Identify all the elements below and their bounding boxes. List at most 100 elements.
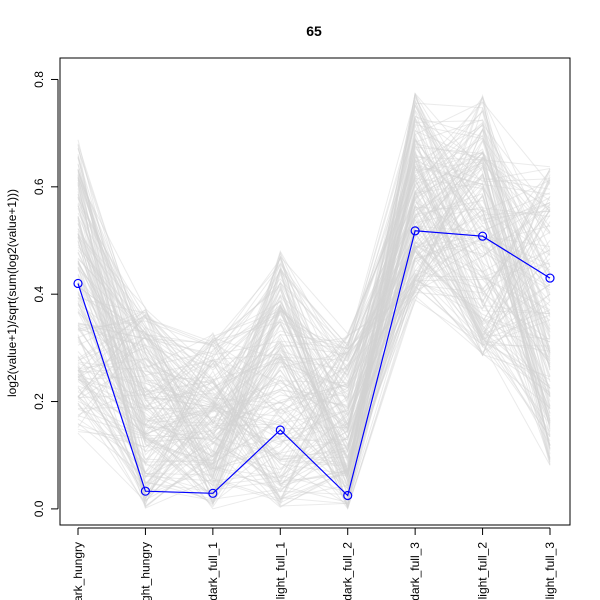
background-profile-line	[77, 139, 551, 453]
background-profile-line	[77, 249, 551, 469]
background-profile-line	[77, 129, 551, 476]
background-profile-line	[77, 172, 551, 473]
background-profile-line	[77, 119, 551, 458]
background-profile-line	[77, 249, 551, 504]
background-profile-line	[77, 92, 551, 500]
background-profile-line	[77, 204, 551, 484]
background-profile-line	[77, 191, 551, 415]
background-profile-line	[77, 202, 551, 496]
background-profile-line	[77, 291, 551, 491]
background-profile-line	[77, 176, 551, 440]
background-profile-line	[77, 197, 551, 508]
background-profile-line	[77, 181, 551, 424]
background-profile-line	[77, 138, 551, 485]
background-profile-line	[77, 109, 551, 504]
background-profile-line	[77, 161, 551, 460]
series-point	[477, 231, 488, 241]
background-profile-line	[77, 164, 551, 400]
x-tick-label: light_full_2	[476, 542, 490, 600]
background-profile-line	[77, 168, 551, 486]
background-profile-line	[77, 102, 551, 497]
series-point	[343, 490, 353, 501]
background-profile-line	[77, 176, 551, 410]
background-profile-line	[77, 123, 551, 504]
background-profile-line	[77, 128, 551, 407]
background-profile-line	[77, 231, 551, 495]
x-tick-label: light_hungry	[138, 542, 152, 600]
background-profile-line	[77, 175, 551, 478]
background-profile-line	[77, 154, 551, 489]
background-profile-line	[77, 163, 551, 464]
background-profile-line	[77, 177, 551, 452]
background-profile-line	[77, 164, 551, 441]
x-tick-label: light_full_1	[273, 542, 287, 600]
series-line	[77, 230, 551, 497]
background-profile-line	[77, 169, 551, 412]
background-profile-line	[77, 166, 551, 503]
background-profile-line	[77, 94, 551, 478]
y-axis-label: log2(value+1)/sqrt(sum(log2(value+1)))	[5, 189, 19, 397]
background-profile-line	[77, 205, 551, 471]
background-profile-line	[77, 240, 551, 482]
y-tick-label: 0.4	[32, 286, 46, 303]
series-point	[275, 425, 285, 435]
background-profile-line	[77, 209, 551, 484]
background-profile-line	[77, 165, 551, 458]
background-profile-line	[77, 195, 551, 487]
background-profile-line	[77, 127, 551, 419]
background-profile-line	[77, 192, 551, 506]
background-profile-line	[77, 156, 551, 501]
background-profile-line	[77, 193, 551, 476]
background-profile-line	[77, 98, 551, 474]
background-profile-line	[77, 166, 551, 496]
background-profile-line	[77, 124, 551, 358]
background-profile-line	[77, 104, 551, 502]
background-profile-line	[77, 258, 551, 491]
background-profile-line	[77, 96, 551, 510]
background-profile-line	[77, 183, 551, 415]
background-profile-line	[77, 275, 551, 504]
background-profile-line	[77, 273, 551, 503]
background-profile-line	[77, 110, 551, 435]
background-profile-line	[77, 193, 551, 509]
series-point	[140, 486, 151, 496]
background-profile-line	[77, 149, 551, 436]
background-profile-line	[77, 218, 551, 411]
background-profile-line	[77, 235, 551, 462]
background-profile-line	[77, 139, 551, 510]
background-profile-line	[77, 157, 551, 505]
background-profile-line	[77, 121, 551, 506]
background-profile-line	[77, 151, 551, 479]
x-tick-label: dark_full_2	[341, 542, 355, 600]
background-profile-line	[77, 283, 551, 483]
background-profile-line	[77, 216, 551, 484]
background-profile-line	[77, 144, 551, 493]
x-axis: dark_hungry light_hungry dark_full_1 light_…	[71, 527, 557, 600]
background-profile-line	[77, 147, 551, 439]
background-profile-line	[77, 201, 551, 499]
background-profile-line	[77, 245, 551, 411]
background-profile-line	[77, 208, 551, 455]
background-profile-line	[77, 101, 551, 477]
background-profile-line	[77, 204, 551, 393]
background-profile-line	[77, 183, 551, 493]
background-profile-line	[77, 284, 551, 407]
background-profile-line	[77, 234, 551, 506]
background-profile-line	[77, 117, 551, 467]
background-profile-line	[77, 241, 551, 426]
background-profile-line	[77, 144, 551, 508]
background-profile-line	[77, 203, 551, 504]
background-profile-line	[77, 194, 551, 478]
background-profile-line	[77, 139, 551, 510]
background-profile-line	[77, 206, 551, 500]
background-profile-line	[77, 244, 551, 502]
background-profile-line	[77, 142, 551, 439]
y-tick-label: 0.8	[32, 71, 46, 88]
background-profile-line	[77, 157, 551, 499]
background-profile-line	[77, 205, 551, 508]
background-profile-line	[77, 249, 551, 389]
background-profile-line	[77, 134, 551, 439]
background-profile-line	[77, 225, 551, 490]
background-profile-line	[77, 96, 551, 368]
background-profile-line	[77, 225, 551, 507]
